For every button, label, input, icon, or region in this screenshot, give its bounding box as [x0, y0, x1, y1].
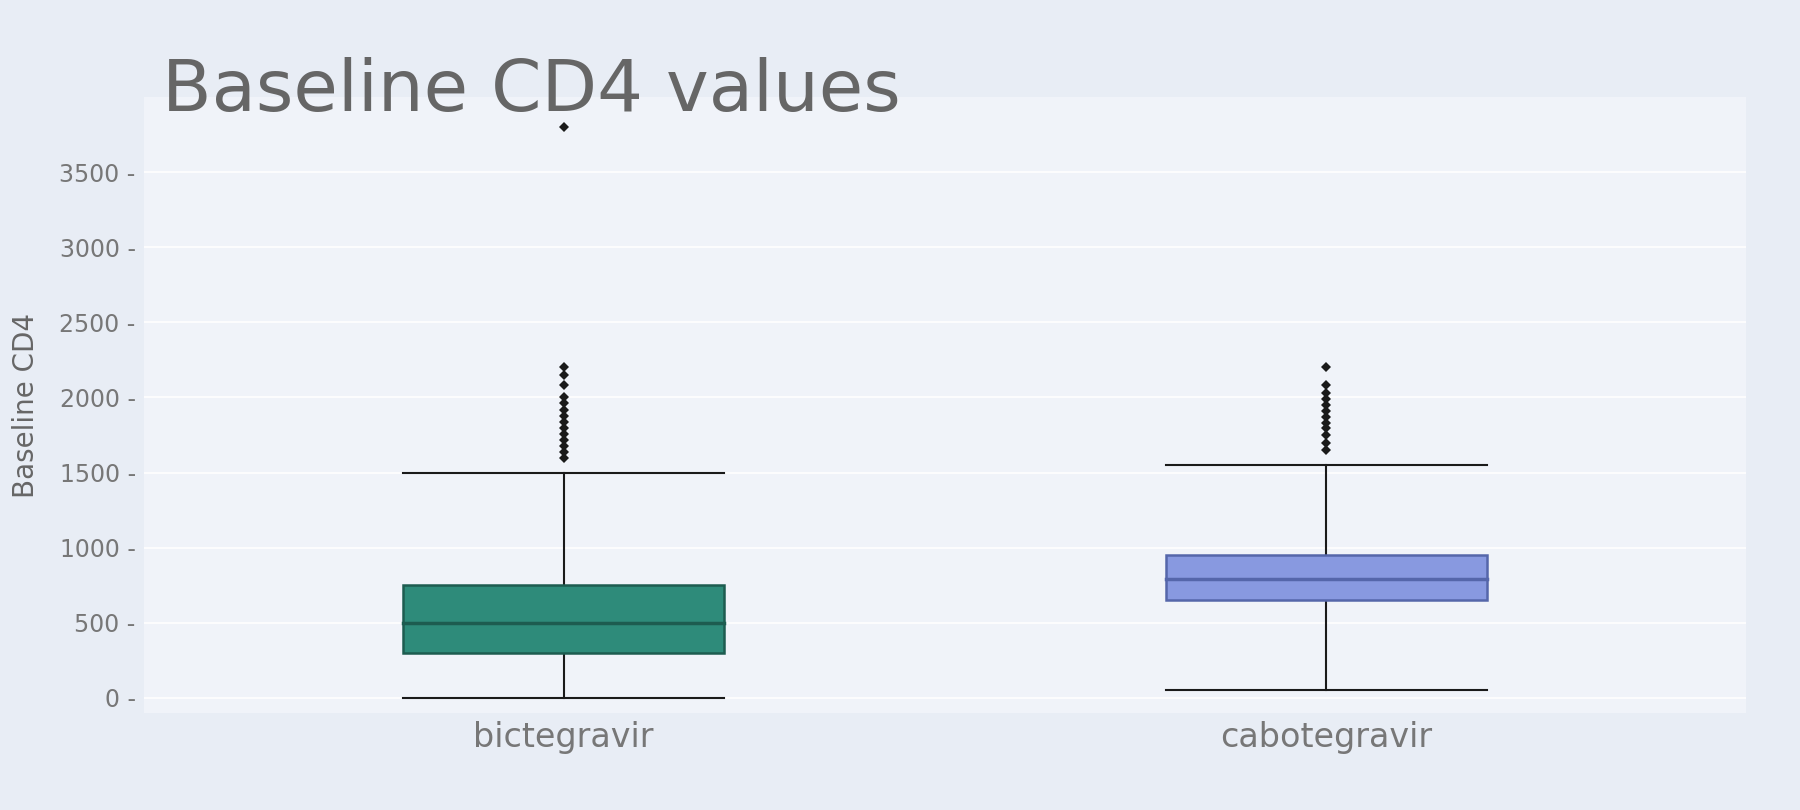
Bar — [403, 585, 724, 653]
Text: Baseline CD4 values: Baseline CD4 values — [162, 57, 900, 126]
Bar — [1166, 555, 1487, 600]
Y-axis label: Baseline CD4: Baseline CD4 — [13, 313, 40, 497]
